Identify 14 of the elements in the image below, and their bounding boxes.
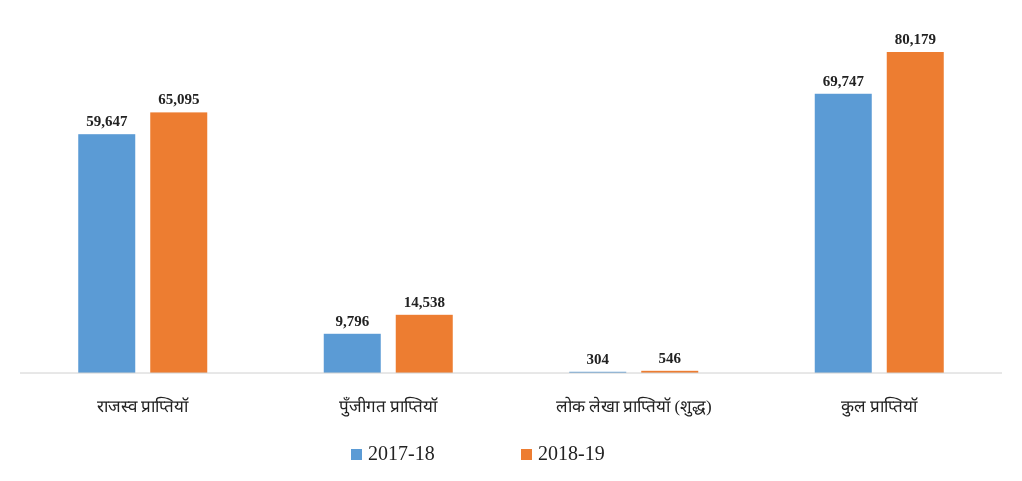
data-label: 9,796 (335, 312, 370, 329)
data-label: 65,095 (158, 91, 200, 108)
x-tick-label: कुल प्राप्तियॉ (841, 396, 919, 417)
data-label: 14,538 (403, 293, 445, 310)
data-label: 80,179 (894, 31, 936, 47)
x-tick-label: लोक लेखा प्राप्तियॉ (शुद्ध) (555, 396, 712, 417)
x-tick-label: पुँजीगत प्राप्तियॉ (339, 396, 439, 417)
data-label: 59,647 (86, 113, 128, 130)
legend-label: 2017-18 (368, 442, 435, 464)
data-label: 69,747 (822, 72, 865, 89)
data-label: 304 (586, 350, 610, 367)
x-tick-label: राजस्व प्राप्तियॉ (97, 396, 190, 416)
legend-label: 2018-19 (538, 442, 605, 464)
data-label: 546 (658, 349, 682, 366)
